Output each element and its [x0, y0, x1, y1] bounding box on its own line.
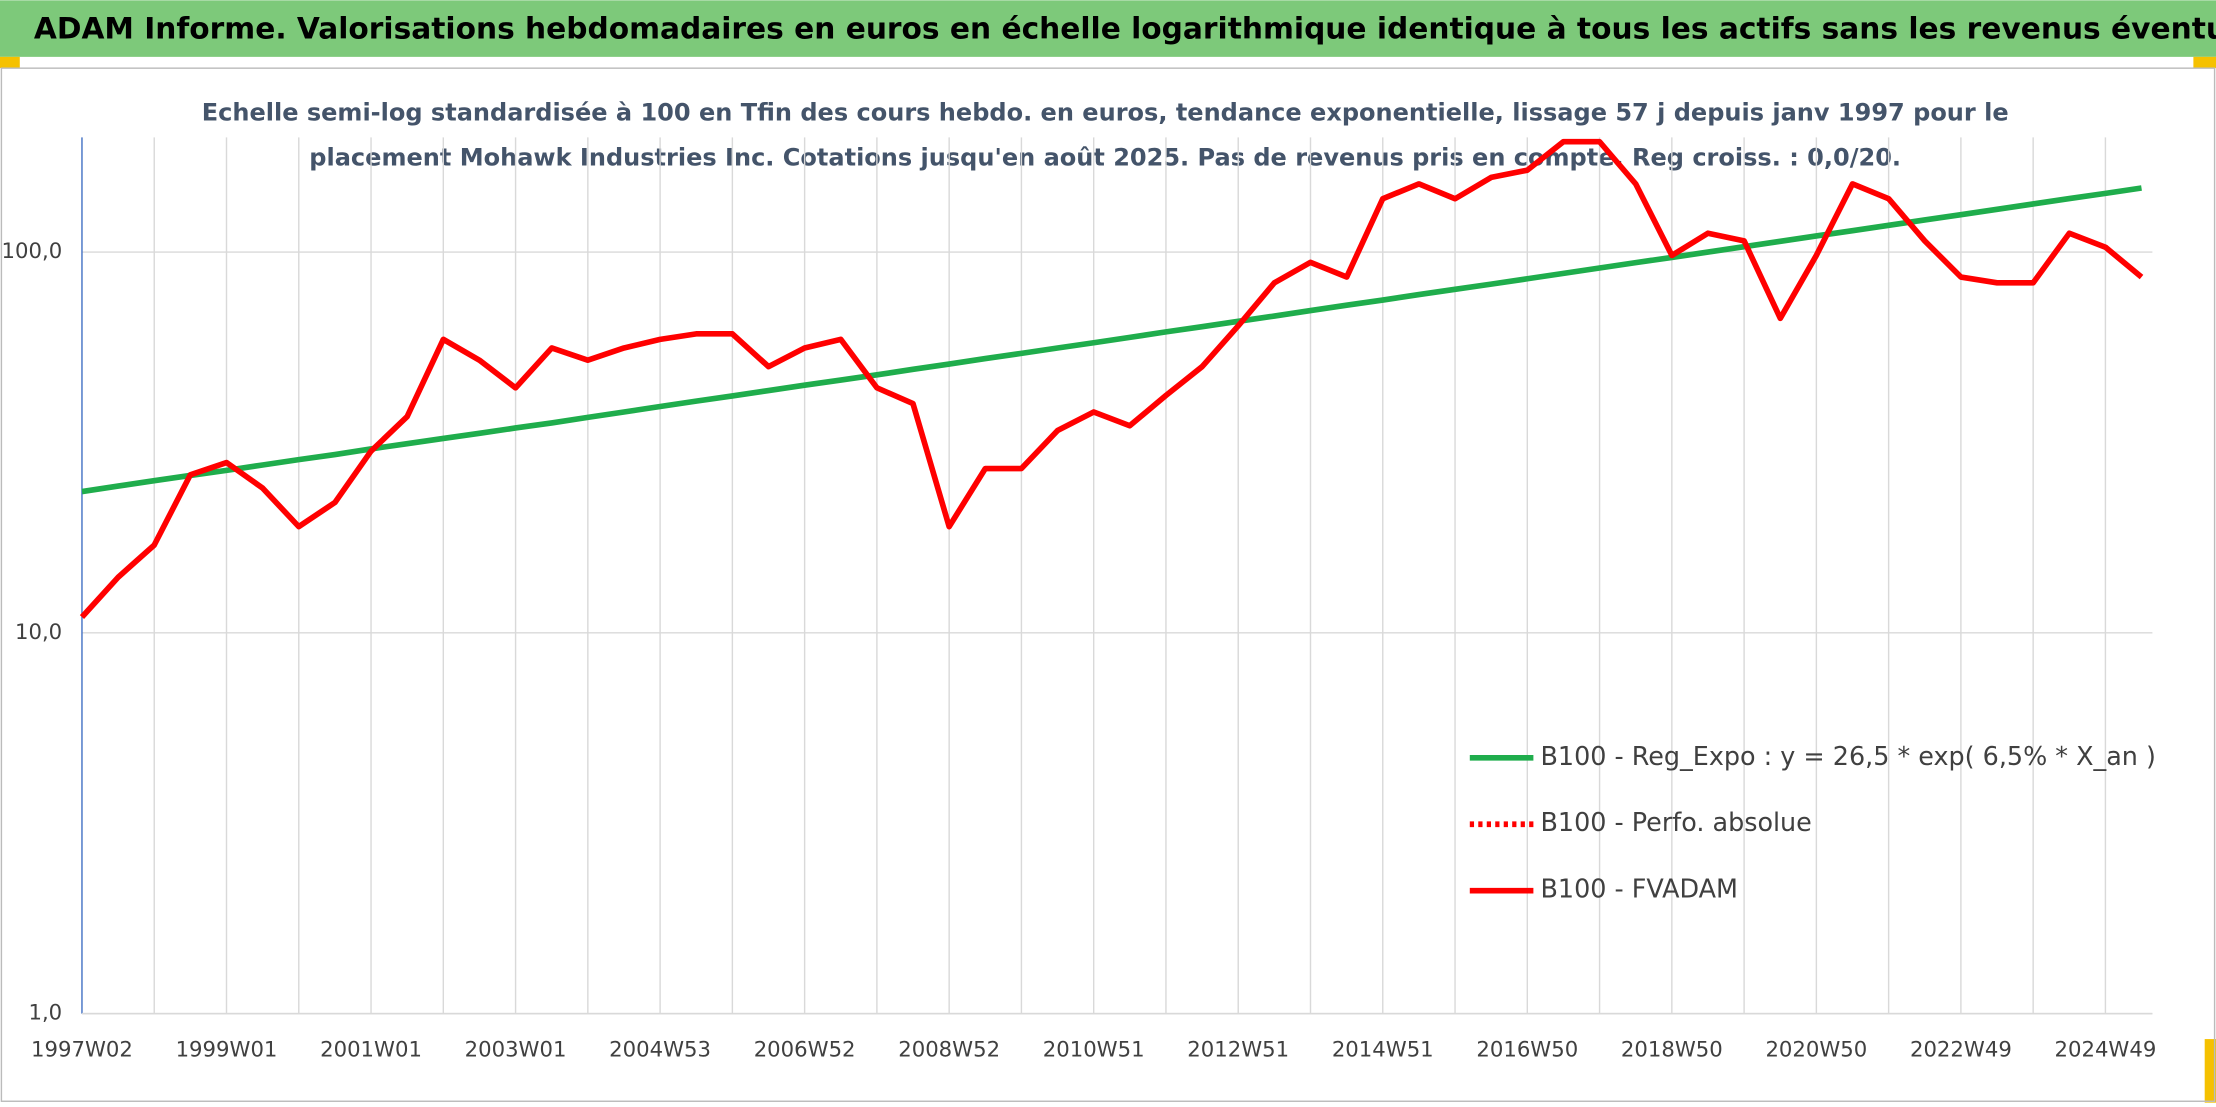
x-tick-label: 2003W01: [465, 1036, 567, 1061]
y-tick-label: 1,0: [28, 1000, 62, 1025]
x-tick-label: 2010W51: [1043, 1036, 1145, 1061]
corner-mark: [0, 56, 20, 69]
legend: B100 - Reg_Expo : y = 26,5 * exp( 6,5% *…: [1469, 741, 2156, 904]
legend-label: B100 - Perfo. absolue: [1540, 807, 1811, 837]
plot-area: [79, 138, 2144, 619]
x-tick-label: 2014W51: [1332, 1036, 1434, 1061]
series-line: [79, 138, 2144, 619]
legend-label: B100 - FVADAM: [1540, 874, 1738, 904]
chart-title: ADAM Informe. Valorisations hebdomadaire…: [34, 11, 2216, 46]
x-tick-label: 2001W01: [320, 1036, 422, 1061]
x-tick-label: 1997W02: [31, 1036, 133, 1061]
x-tick-label: 2006W52: [754, 1036, 856, 1061]
series-line: [81, 185, 2142, 495]
x-tick-label: 2024W49: [2055, 1036, 2157, 1061]
x-tick-label: 2016W50: [1476, 1036, 1578, 1061]
frame: [0, 67, 2216, 1102]
x-tick-label: 2012W51: [1187, 1036, 1289, 1061]
x-tick-label: 1999W01: [176, 1036, 278, 1061]
grid: 1,0 10,0 100,0 1997W02 1999W01 2001W01 2003W01…: [2, 137, 2157, 1061]
chart-subtitle: placement Mohawk Industries Inc. Cotatio…: [309, 144, 1901, 172]
header-band: [0, 0, 2216, 57]
x-tick-label: 2022W49: [1910, 1036, 2012, 1061]
x-tick-label: 2018W50: [1621, 1036, 1723, 1061]
x-tick-label: 2004W53: [609, 1036, 711, 1061]
corner-mark: [2204, 1039, 2216, 1103]
corner-mark: [2193, 56, 2216, 69]
chart-subtitle: Echelle semi-log standardisée à 100 en T…: [202, 98, 2009, 126]
legend-label: B100 - Reg_Expo : y = 26,5 * exp( 6,5% *…: [1540, 741, 2155, 771]
x-tick-label: 2008W52: [898, 1036, 1000, 1061]
x-tick-label: 2020W50: [1765, 1036, 1867, 1061]
y-tick-label: 10,0: [15, 619, 62, 644]
y-tick-label: 100,0: [2, 238, 63, 263]
